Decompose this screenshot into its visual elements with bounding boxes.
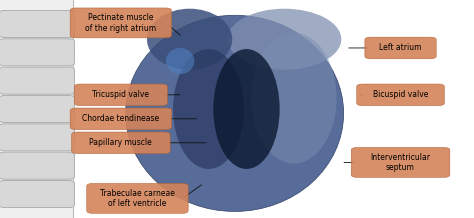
FancyBboxPatch shape	[0, 39, 74, 66]
Text: Tricuspid valve: Tricuspid valve	[92, 90, 149, 99]
FancyBboxPatch shape	[70, 8, 172, 38]
FancyBboxPatch shape	[72, 132, 170, 153]
FancyBboxPatch shape	[0, 124, 74, 151]
Ellipse shape	[147, 9, 232, 70]
FancyBboxPatch shape	[0, 67, 74, 94]
Ellipse shape	[126, 15, 344, 211]
Text: Pectinate muscle
of the right atrium: Pectinate muscle of the right atrium	[85, 13, 156, 32]
Ellipse shape	[228, 9, 341, 70]
Ellipse shape	[213, 49, 280, 169]
Text: Chordae tendinease: Chordae tendinease	[82, 114, 159, 123]
FancyBboxPatch shape	[0, 181, 74, 208]
FancyBboxPatch shape	[0, 95, 74, 123]
FancyBboxPatch shape	[356, 84, 444, 106]
Ellipse shape	[173, 49, 244, 169]
FancyBboxPatch shape	[0, 10, 74, 37]
FancyBboxPatch shape	[87, 184, 188, 213]
FancyBboxPatch shape	[74, 84, 167, 106]
FancyBboxPatch shape	[365, 37, 436, 59]
Ellipse shape	[251, 33, 337, 163]
FancyBboxPatch shape	[351, 147, 450, 177]
Text: Bicuspid valve: Bicuspid valve	[373, 90, 428, 99]
FancyBboxPatch shape	[0, 152, 74, 179]
Text: Left atrium: Left atrium	[379, 43, 422, 53]
Text: Trabeculae carneae
of left ventricle: Trabeculae carneae of left ventricle	[100, 189, 175, 208]
Ellipse shape	[166, 48, 194, 74]
Bar	[73, 0, 474, 218]
Text: Papillary muscle: Papillary muscle	[90, 138, 152, 147]
FancyBboxPatch shape	[70, 108, 172, 129]
Text: Interventricular
septum: Interventricular septum	[371, 153, 430, 172]
